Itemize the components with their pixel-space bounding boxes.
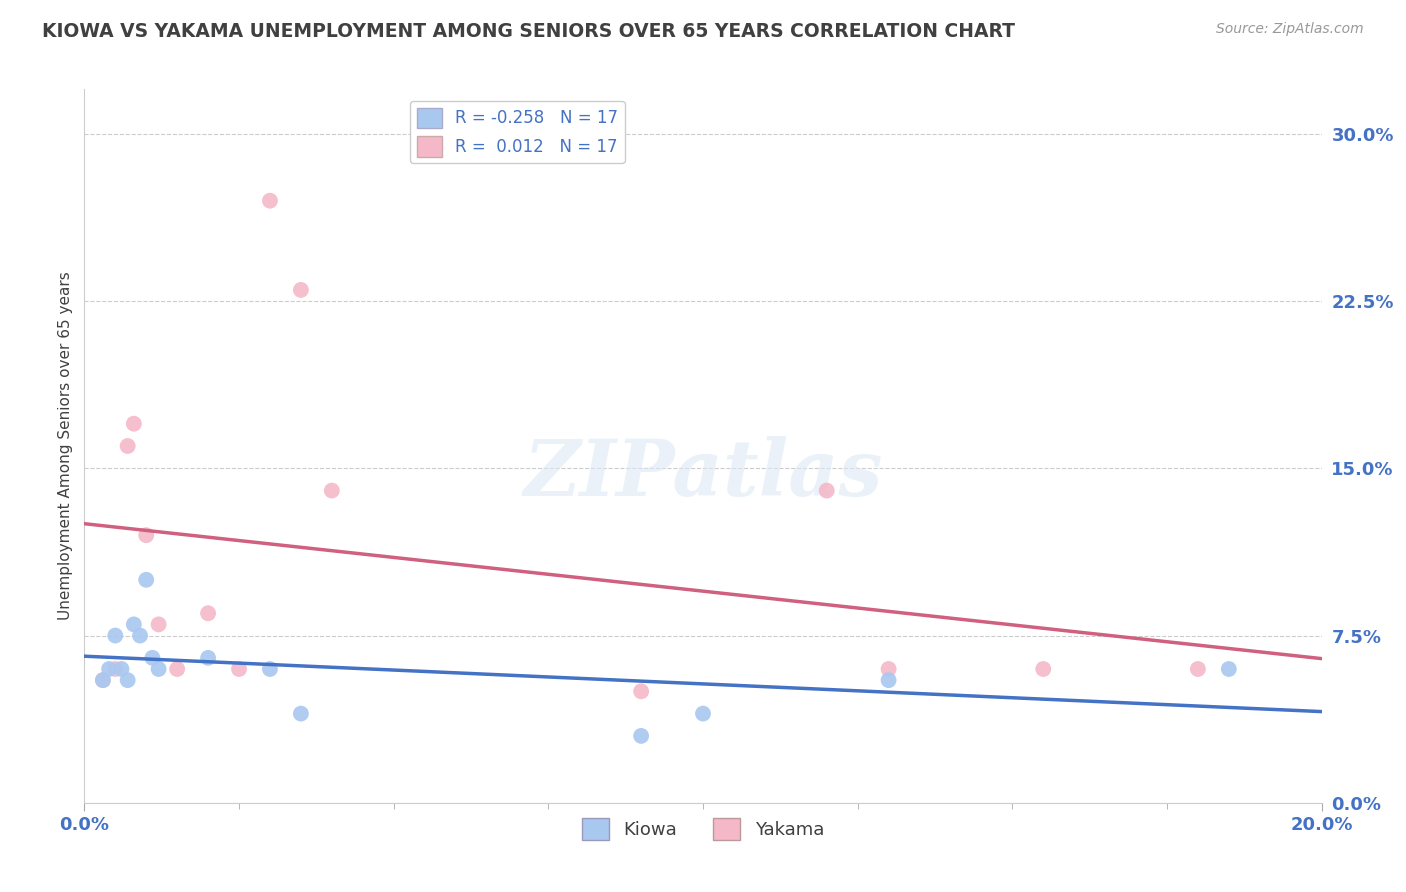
Point xyxy=(290,283,312,297)
Point xyxy=(259,194,281,208)
Point xyxy=(148,662,170,676)
Point xyxy=(630,684,652,698)
Point xyxy=(104,628,127,642)
Point xyxy=(122,617,145,632)
Point xyxy=(148,617,170,632)
Point xyxy=(197,651,219,665)
Legend: Kiowa, Yakama: Kiowa, Yakama xyxy=(575,811,831,847)
Point xyxy=(1187,662,1209,676)
Point xyxy=(228,662,250,676)
Point xyxy=(630,729,652,743)
Point xyxy=(135,573,157,587)
Point xyxy=(129,628,152,642)
Point xyxy=(197,607,219,621)
Point xyxy=(110,662,132,676)
Point xyxy=(877,662,900,676)
Point xyxy=(135,528,157,542)
Point xyxy=(877,673,900,687)
Point xyxy=(321,483,343,498)
Point xyxy=(1032,662,1054,676)
Point xyxy=(104,662,127,676)
Y-axis label: Unemployment Among Seniors over 65 years: Unemployment Among Seniors over 65 years xyxy=(58,272,73,620)
Point xyxy=(91,673,114,687)
Text: ZIPatlas: ZIPatlas xyxy=(523,436,883,513)
Point xyxy=(1218,662,1240,676)
Point xyxy=(117,439,139,453)
Point xyxy=(290,706,312,721)
Point xyxy=(117,673,139,687)
Point xyxy=(98,662,121,676)
Point xyxy=(122,417,145,431)
Point xyxy=(141,651,163,665)
Point xyxy=(91,673,114,687)
Text: Source: ZipAtlas.com: Source: ZipAtlas.com xyxy=(1216,22,1364,37)
Point xyxy=(259,662,281,676)
Point xyxy=(166,662,188,676)
Point xyxy=(815,483,838,498)
Text: KIOWA VS YAKAMA UNEMPLOYMENT AMONG SENIORS OVER 65 YEARS CORRELATION CHART: KIOWA VS YAKAMA UNEMPLOYMENT AMONG SENIO… xyxy=(42,22,1015,41)
Point xyxy=(692,706,714,721)
